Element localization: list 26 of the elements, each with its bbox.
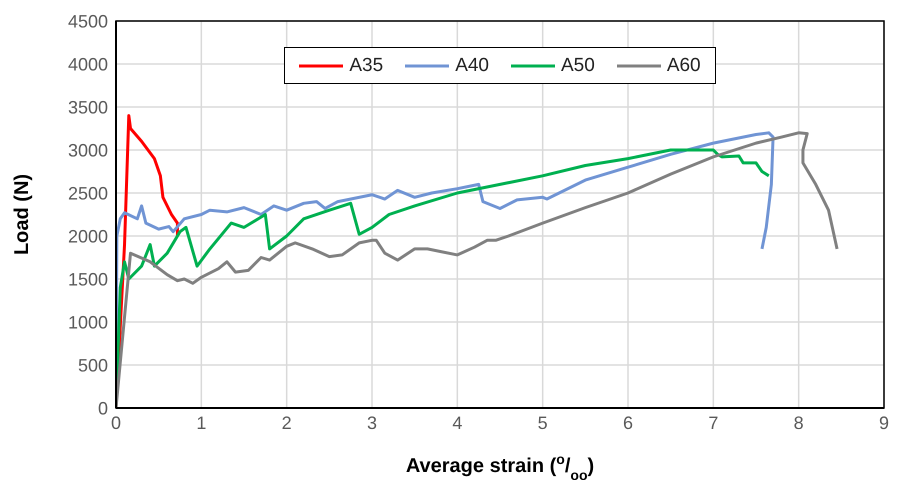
y-tick-label: 3000: [68, 140, 108, 160]
x-tick-label: 2: [282, 412, 292, 433]
legend-label: A60: [666, 55, 701, 76]
x-tick-label: 5: [538, 412, 548, 433]
legend-label: A40: [454, 55, 489, 76]
legend-label: A50: [560, 55, 595, 76]
x-tick-label: 9: [878, 412, 890, 433]
x-tick-label: 3: [366, 412, 378, 433]
y-tick-label: 2000: [68, 226, 108, 246]
x-tick-label: 8: [794, 412, 804, 433]
y-tick-label: 0: [98, 398, 108, 418]
x-tick-label: 0: [110, 412, 122, 433]
y-tick-label: 4000: [68, 54, 108, 74]
y-tick-label: 1000: [68, 312, 108, 332]
x-tick-label: 7: [708, 412, 718, 433]
y-tick-label: 3500: [68, 97, 108, 118]
y-tick-label: 2500: [68, 183, 108, 204]
y-tick-label: 4500: [68, 11, 108, 32]
y-tick-label: 1500: [68, 269, 108, 290]
legend-label: A35: [348, 55, 384, 76]
y-tick-label: 500: [78, 355, 108, 376]
x-axis-title: Average strain ($^{o}$/$_{oo}$): [406, 451, 594, 483]
x-tick-label: 6: [622, 412, 634, 433]
x-tick-label: 4: [452, 412, 462, 433]
y-axis-title: Load (N): [11, 174, 33, 256]
x-tick-label: 1: [196, 412, 206, 433]
